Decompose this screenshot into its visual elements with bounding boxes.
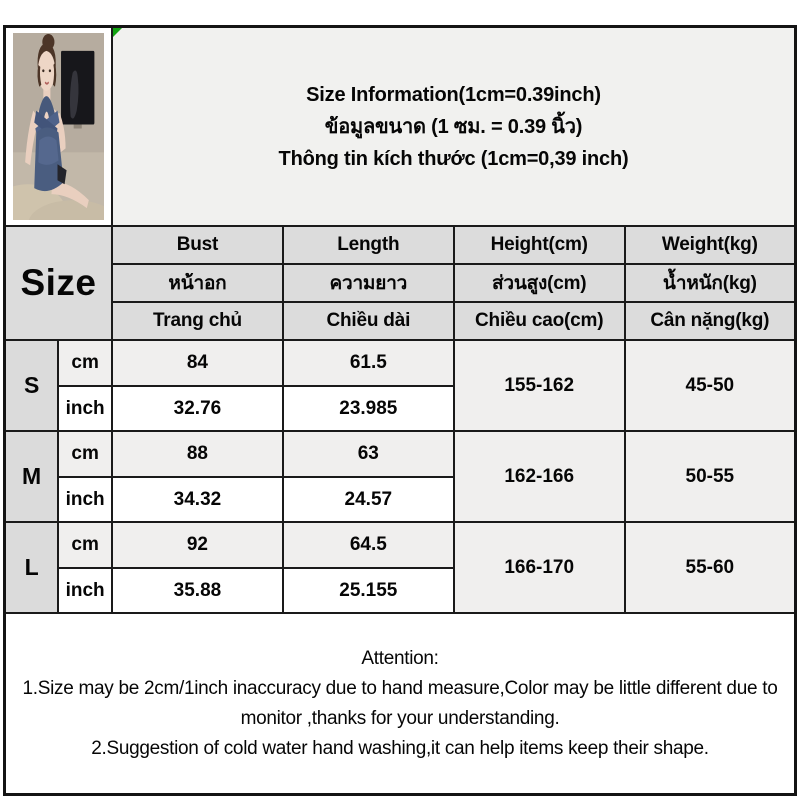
attention-note-2: 2.Suggestion of cold water hand washing,… xyxy=(91,737,709,759)
model-photo-illustration xyxy=(13,33,104,220)
unit-label-cm: cm xyxy=(57,339,113,387)
col-header-length-en: Length xyxy=(281,225,455,265)
header-row-th: หน้าอก ความยาว ส่วนสูง(cm) น้ำหนัก(kg) xyxy=(5,263,797,303)
title-cell: Size Information(1cm=0.39inch) ข้อมูลขนา… xyxy=(111,25,797,227)
l-length-cm: 64.5 xyxy=(281,521,455,569)
s-bust-inch: 32.76 xyxy=(111,385,284,432)
header-row-en: Size Bust Length Height(cm) Weight(kg) xyxy=(3,225,797,341)
col-header-height-vi: Chiều cao(cm) xyxy=(452,301,626,341)
row-s-inch: inch 32.76 23.985 xyxy=(5,385,796,432)
col-header-height-en: Height(cm) xyxy=(452,225,626,265)
m-height-range: 162-166 xyxy=(452,430,626,523)
unit-label-inch: inch xyxy=(57,476,113,523)
size-label-s: S xyxy=(3,339,60,432)
col-header-weight-th: น้ำหนัก(kg) xyxy=(623,263,797,303)
row-l-cm: L cm 92 64.5 166-170 55-60 xyxy=(3,521,797,614)
title-th: ข้อมูลขนาด (1 ซม. = 0.39 นิ้ว) xyxy=(324,115,583,138)
top-row: Size Information(1cm=0.39inch) ข้อมูลขนา… xyxy=(3,25,797,227)
m-weight-range: 50-55 xyxy=(623,430,797,523)
col-header-length-th: ความยาว xyxy=(281,263,455,303)
title-vi: Thông tin kích thước (1cm=0,39 inch) xyxy=(278,147,629,170)
col-header-length-vi: Chiều dài xyxy=(281,301,455,341)
l-bust-inch: 35.88 xyxy=(111,567,284,614)
row-s-cm: S cm 84 61.5 155-162 45-50 xyxy=(3,339,797,432)
col-header-weight-en: Weight(kg) xyxy=(623,225,797,265)
col-header-bust-vi: Trang chủ xyxy=(111,301,284,341)
s-length-inch: 23.985 xyxy=(281,385,455,432)
row-m-inch: inch 34.32 24.57 xyxy=(5,476,796,523)
unit-label-inch: inch xyxy=(57,385,113,432)
l-length-inch: 25.155 xyxy=(281,567,455,614)
row-m-cm: M cm 88 63 162-166 50-55 xyxy=(3,430,797,523)
col-header-bust-th: หน้าอก xyxy=(111,263,284,303)
m-length-cm: 63 xyxy=(281,430,455,478)
col-header-height-th: ส่วนสูง(cm) xyxy=(452,263,626,303)
model-photo xyxy=(6,28,111,225)
m-length-inch: 24.57 xyxy=(281,476,455,523)
model-photo-cell xyxy=(3,25,113,227)
size-chart-table: Size Information(1cm=0.39inch) ข้อมูลขนา… xyxy=(3,25,797,796)
col-header-bust-en: Bust xyxy=(111,225,284,265)
s-bust-cm: 84 xyxy=(111,339,284,387)
size-label-l: L xyxy=(3,521,60,614)
s-weight-range: 45-50 xyxy=(623,339,797,432)
m-bust-inch: 34.32 xyxy=(111,476,284,523)
header-row-vi: Trang chủ Chiều dài Chiều cao(cm) Cân nặ… xyxy=(5,301,797,341)
s-height-range: 155-162 xyxy=(452,339,626,432)
l-height-range: 166-170 xyxy=(452,521,626,614)
size-label-m: M xyxy=(3,430,60,523)
attention-row: Attention: 1.Size may be 2cm/1inch inacc… xyxy=(3,612,797,796)
cell-corner-flag-icon xyxy=(113,28,122,37)
attention-heading: Attention: xyxy=(361,647,439,669)
row-l-inch: inch 35.88 25.155 xyxy=(5,567,796,614)
m-bust-cm: 88 xyxy=(111,430,284,478)
col-header-weight-vi: Cân nặng(kg) xyxy=(623,301,797,341)
attention-cell: Attention: 1.Size may be 2cm/1inch inacc… xyxy=(3,612,797,796)
unit-label-cm: cm xyxy=(57,521,113,569)
attention-note-1: 1.Size may be 2cm/1inch inaccuracy due t… xyxy=(22,677,778,729)
title-en: Size Information(1cm=0.39inch) xyxy=(306,83,601,106)
unit-label-inch: inch xyxy=(57,567,113,614)
s-length-cm: 61.5 xyxy=(281,339,455,387)
l-bust-cm: 92 xyxy=(111,521,284,569)
size-corner-label: Size xyxy=(3,225,113,341)
unit-label-cm: cm xyxy=(57,430,113,478)
l-weight-range: 55-60 xyxy=(623,521,797,614)
